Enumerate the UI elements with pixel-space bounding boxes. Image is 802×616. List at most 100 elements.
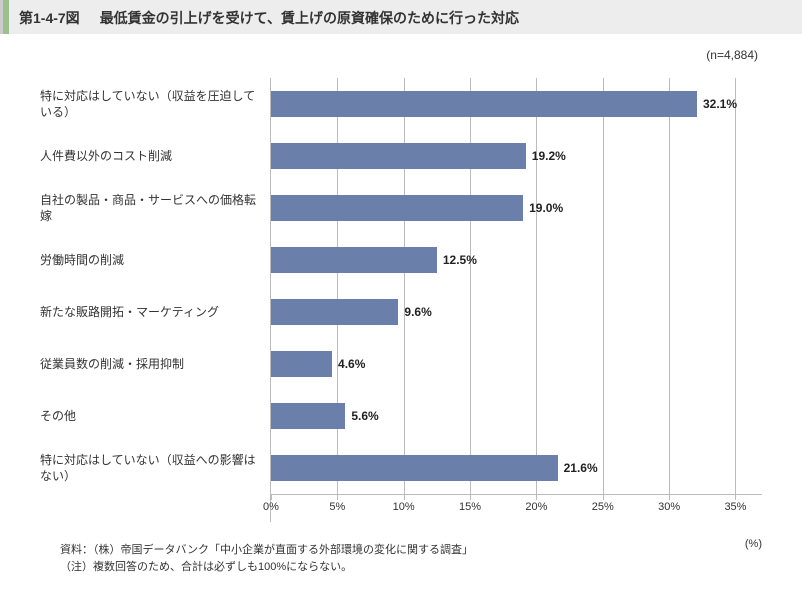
x-tick-label: 0%	[263, 501, 279, 513]
gridline	[735, 390, 736, 442]
bar	[271, 403, 345, 429]
category-label: 新たな販路開拓・マーケティング	[40, 304, 270, 320]
gridline	[470, 286, 471, 338]
gridline	[404, 390, 405, 442]
plot-cell: 9.6%	[270, 286, 762, 338]
category-label: 人件費以外のコスト削減	[40, 148, 270, 164]
gridline	[603, 338, 604, 390]
value-label: 32.1%	[703, 97, 737, 111]
chart-row: 人件費以外のコスト削減 19.2%	[40, 130, 762, 182]
chart-row: その他 5.6%	[40, 390, 762, 442]
x-tick-label: 35%	[724, 501, 746, 513]
gridline	[735, 182, 736, 234]
chart-row: 新たな販路開拓・マーケティング 9.6%	[40, 286, 762, 338]
sample-size-label: (n=4,884)	[706, 48, 758, 62]
x-axis-unit: (%)	[745, 538, 762, 550]
figure-title: 最低賃金の引上げを受けて、賃上げの原資確保のために行った対応	[96, 0, 802, 34]
bar-chart: 特に対応はしていない（収益を圧迫している） 32.1% 人件費以外のコスト削減 19.…	[40, 78, 762, 522]
x-tick	[470, 495, 471, 500]
method-note: （注）複数回答のため、合計は必ずしも100%にならない。	[60, 559, 762, 576]
x-tick-label: 10%	[393, 501, 415, 513]
gridline	[603, 130, 604, 182]
plot-cell: 21.6%	[270, 442, 762, 494]
gridline	[536, 338, 537, 390]
gridline	[669, 234, 670, 286]
x-tick-label: 30%	[658, 501, 680, 513]
category-label: その他	[40, 408, 270, 424]
x-tick	[337, 495, 338, 500]
gridline	[669, 182, 670, 234]
bar	[271, 195, 523, 221]
figure-container: 第1-4-7図 最低賃金の引上げを受けて、賃上げの原資確保のために行った対応 (…	[0, 0, 802, 616]
value-label: 19.0%	[529, 201, 563, 215]
figure-number: 第1-4-7図	[9, 0, 96, 34]
x-tick	[603, 495, 604, 500]
plot-cell: 19.0%	[270, 182, 762, 234]
gridline	[536, 234, 537, 286]
chart-row: 従業員数の削減・採用抑制 4.6%	[40, 338, 762, 390]
gridline	[603, 182, 604, 234]
category-label: 特に対応はしていない（収益を圧迫している）	[40, 88, 270, 120]
gridline	[536, 390, 537, 442]
category-label: 従業員数の削減・採用抑制	[40, 356, 270, 372]
gridline	[603, 442, 604, 494]
chart-row: 特に対応はしていない（収益を圧迫している） 32.1%	[40, 78, 762, 130]
x-tick-label: 20%	[525, 501, 547, 513]
gridline	[669, 390, 670, 442]
bar	[271, 299, 398, 325]
bar	[271, 247, 437, 273]
gridline	[470, 390, 471, 442]
gridline	[470, 338, 471, 390]
value-label: 19.2%	[532, 149, 566, 163]
bar	[271, 143, 526, 169]
axis-spacer	[40, 494, 270, 495]
gridline	[735, 442, 736, 494]
chart-row: 自社の製品・商品・サービスへの価格転嫁 19.0%	[40, 182, 762, 234]
gridline	[735, 286, 736, 338]
gridline	[669, 338, 670, 390]
x-axis-plot: 0%5%10%15%20%25%30%35%	[270, 494, 762, 522]
source-note: 資料：（株）帝国データバンク「中小企業が直面する外部環境の変化に関する調査」	[60, 542, 762, 559]
value-label: 4.6%	[338, 357, 365, 371]
plot-cell: 5.6%	[270, 390, 762, 442]
category-label: 労働時間の削減	[40, 252, 270, 268]
plot-cell: 32.1%	[270, 78, 762, 130]
x-tick	[669, 495, 670, 500]
bar	[271, 455, 558, 481]
category-label: 自社の製品・商品・サービスへの価格転嫁	[40, 192, 270, 224]
gridline	[735, 130, 736, 182]
plot-cell: 19.2%	[270, 130, 762, 182]
gridline	[603, 286, 604, 338]
x-tick	[404, 495, 405, 500]
x-tick-label: 25%	[592, 501, 614, 513]
chart-row: 労働時間の削減 12.5%	[40, 234, 762, 286]
gridline	[603, 390, 604, 442]
value-label: 5.6%	[351, 409, 378, 423]
x-axis: 0% 5% 10% 15% 20% 25% 30% 35%	[40, 494, 762, 522]
plot-cell: 12.5%	[270, 234, 762, 286]
value-label: 12.5%	[443, 253, 477, 267]
gridline	[669, 286, 670, 338]
figure-header: 第1-4-7図 最低賃金の引上げを受けて、賃上げの原資確保のために行った対応	[0, 0, 802, 34]
x-tick-label: 15%	[459, 501, 481, 513]
x-tick	[536, 495, 537, 500]
value-label: 21.6%	[564, 461, 598, 475]
x-tick	[271, 495, 272, 500]
gridline	[735, 234, 736, 286]
bar	[271, 351, 332, 377]
gridline	[735, 338, 736, 390]
plot-cell: 4.6%	[270, 338, 762, 390]
bar	[271, 91, 697, 117]
gridline	[669, 442, 670, 494]
gridline	[536, 286, 537, 338]
value-label: 9.6%	[404, 305, 431, 319]
x-tick	[735, 495, 736, 500]
gridline	[669, 130, 670, 182]
category-label: 特に対応はしていない（収益への影響はない）	[40, 452, 270, 484]
gridline	[404, 338, 405, 390]
x-tick-label: 5%	[329, 501, 345, 513]
chart-row: 特に対応はしていない（収益への影響はない） 21.6%	[40, 442, 762, 494]
gridline	[603, 234, 604, 286]
chart-area: (n=4,884) 特に対応はしていない（収益を圧迫している） 32.1% 人件費以…	[0, 42, 802, 522]
footnotes: 資料：（株）帝国データバンク「中小企業が直面する外部環境の変化に関する調査」 （…	[0, 542, 802, 575]
